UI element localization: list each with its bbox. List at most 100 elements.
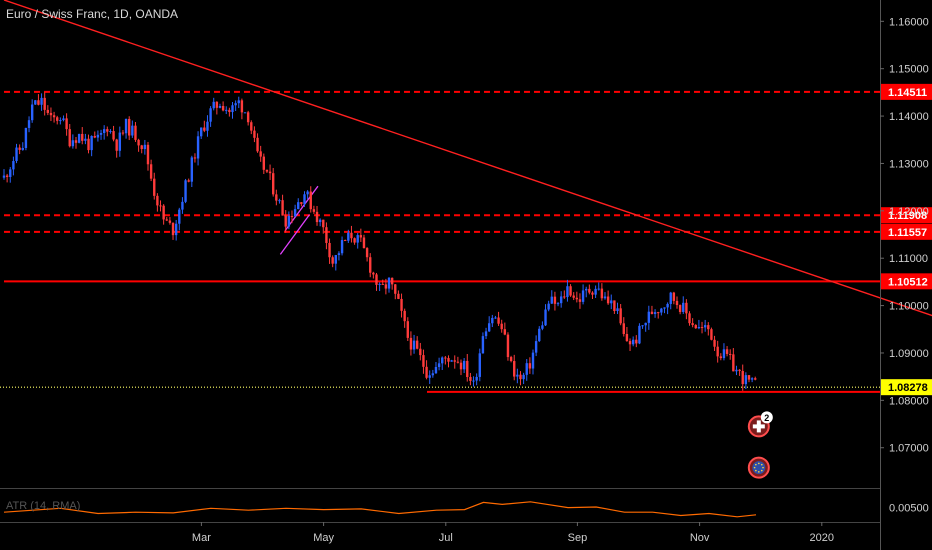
candle-body: [475, 376, 478, 381]
candle-body: [168, 220, 172, 223]
candle-body: [625, 333, 629, 342]
candle-body: [284, 215, 287, 227]
candle-body: [362, 237, 366, 249]
candle-body: [610, 300, 613, 304]
trendline: [3, 0, 932, 317]
candle-body: [503, 329, 507, 335]
price-level-tag: [881, 223, 932, 240]
y-tick-label: 1.07000: [889, 443, 929, 455]
candle-body: [77, 133, 81, 143]
candle-body: [212, 101, 215, 109]
candle-body: [738, 369, 741, 371]
candle-body: [710, 329, 713, 340]
candle-body: [741, 370, 744, 385]
price-level-tag: [881, 207, 932, 224]
x-tick-label: Mar: [192, 532, 211, 544]
candle-body: [102, 129, 106, 134]
candle-body: [725, 349, 729, 354]
candle-body: [428, 375, 431, 378]
candle-body: [281, 200, 284, 216]
candle-body: [403, 310, 406, 322]
candle-body: [519, 374, 522, 380]
candle-body: [522, 374, 525, 380]
event-badges[interactable]: 2: [747, 411, 773, 479]
candle-body: [653, 312, 657, 314]
candle-body: [650, 311, 654, 314]
candle-body: [735, 369, 738, 372]
atr-line: [3, 501, 757, 518]
candle-body: [293, 209, 297, 217]
candle-body: [578, 299, 582, 302]
candle-body: [559, 296, 563, 304]
candle-body: [682, 302, 685, 312]
candle-body: [171, 222, 175, 236]
price-axis[interactable]: 1.16000 1.15000 1.14000 1.13000 1.12000 1.110…: [880, 0, 929, 550]
candle-body: [262, 156, 266, 170]
candle-body: [450, 360, 453, 362]
candle-body: [99, 133, 103, 135]
candle-body: [415, 340, 419, 349]
candle-body: [750, 378, 754, 380]
candle-body: [325, 227, 328, 243]
candle-body: [506, 334, 510, 358]
candle-body: [18, 147, 21, 150]
candle-body: [59, 120, 62, 122]
candle-body: [27, 120, 31, 128]
candle-body: [315, 211, 319, 223]
candle-body: [124, 118, 128, 134]
candle-body: [494, 317, 497, 319]
candle-body: [531, 352, 535, 369]
candle-body: [2, 175, 6, 178]
candle-body: [619, 308, 622, 324]
candle-body: [513, 361, 516, 377]
candle-body: [716, 346, 719, 357]
candle-body: [43, 97, 46, 110]
candle-body: [40, 97, 43, 105]
candle-body: [84, 138, 87, 141]
candle-body: [525, 363, 528, 375]
candle-body: [52, 115, 56, 118]
candle-body: [497, 317, 500, 324]
candle-body: [209, 108, 212, 122]
candle-body: [225, 109, 228, 111]
candle-body: [140, 145, 143, 150]
candle-body: [434, 367, 438, 374]
candle-body: [375, 274, 378, 285]
candle-body: [594, 288, 597, 295]
candle-body: [397, 293, 400, 299]
candle-body: [218, 105, 222, 108]
candle-body: [62, 118, 65, 121]
candle-body: [622, 323, 625, 334]
candle-body: [309, 191, 312, 210]
y-tick-label: 1.09000: [889, 348, 929, 360]
candle-body: [297, 202, 300, 210]
candle-body: [675, 300, 679, 306]
candle-body: [566, 286, 569, 298]
candle-body: [722, 349, 726, 359]
drawings[interactable]: [3, 0, 932, 322]
candle-body: [322, 219, 325, 228]
candle-body: [563, 296, 566, 298]
candle-body: [149, 164, 153, 179]
candle-body: [550, 296, 553, 304]
candle-body: [331, 257, 334, 264]
candle-body: [49, 112, 53, 116]
candle-body: [644, 322, 647, 326]
candle-body: [290, 215, 294, 217]
current-price-tag: [881, 379, 932, 396]
time-axis[interactable]: MarMayJulSepNov2020Mar: [0, 522, 932, 544]
candle-body: [453, 360, 456, 362]
eu-star: [760, 463, 763, 466]
price-level-label: 1.10512: [888, 276, 928, 288]
candle-body: [553, 296, 557, 304]
candle-body: [121, 132, 125, 134]
candle-body: [747, 375, 751, 380]
candle-body: [591, 292, 594, 295]
candle-body: [356, 235, 359, 243]
candle-body: [732, 354, 735, 372]
candle-body: [425, 366, 428, 378]
candle-body: [419, 348, 422, 356]
candle-body: [87, 138, 90, 151]
candle-body: [271, 173, 275, 195]
